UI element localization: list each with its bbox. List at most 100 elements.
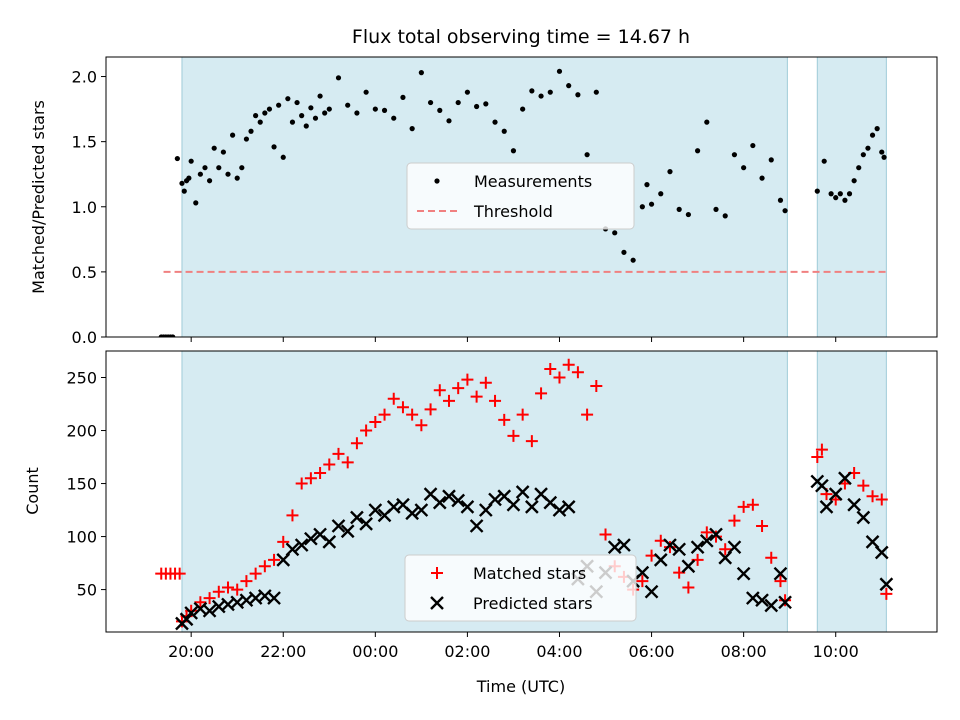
predicted-star-point <box>340 524 355 539</box>
measurement-point <box>879 149 885 155</box>
predicted-star-point <box>879 577 894 592</box>
observing-window-1 <box>816 351 887 632</box>
matched-star-point <box>286 509 299 522</box>
matched-star-point <box>489 394 502 407</box>
measurement-point <box>239 165 245 171</box>
measurement-point <box>391 115 397 121</box>
measurement-point <box>197 171 203 177</box>
matched-star-point <box>332 447 345 460</box>
measurement-point <box>322 110 328 116</box>
measurement-point <box>630 257 636 263</box>
top-ytick-label: 2.0 <box>72 68 97 87</box>
matched-star-point <box>369 416 382 429</box>
predicted-star-point <box>773 566 788 581</box>
measurement-point <box>427 99 434 106</box>
measurement-point <box>759 175 765 181</box>
matched-star-point <box>636 575 649 588</box>
predicted-star-point <box>663 538 677 552</box>
predicted-star-point <box>874 545 889 560</box>
matched-star-point <box>544 363 557 376</box>
matched-star-point <box>774 575 787 588</box>
matched-star-point <box>360 424 373 437</box>
predicted-star-point <box>202 603 217 618</box>
bottom-xtick-label: 06:00 <box>629 642 675 661</box>
measurement-point <box>851 178 857 184</box>
bottom-legend[interactable]: Matched stars Predicted stars <box>404 554 637 622</box>
bottom-xlabel: Time (UTC) <box>476 677 565 696</box>
matched-star-point <box>553 371 566 384</box>
matched-star-point <box>415 419 428 432</box>
predicted-star-point <box>285 542 300 557</box>
predicted-star-point <box>322 535 337 549</box>
predicted-star-point <box>543 495 558 510</box>
measurement-point <box>575 92 581 98</box>
measurement-point <box>731 152 738 158</box>
measurement-point <box>271 144 277 150</box>
measurement-point <box>409 126 415 132</box>
predicted-star-point <box>856 510 871 525</box>
bottom-legend-box <box>404 554 637 622</box>
measurement-point <box>202 165 208 171</box>
matched-star-point <box>222 581 235 594</box>
matched-star-point <box>433 384 446 397</box>
top-legend[interactable]: Measurements Threshold <box>406 162 635 230</box>
measurement-point <box>174 155 180 162</box>
matched-star-point <box>323 458 336 471</box>
matched-star-point <box>507 429 520 442</box>
matched-star-point <box>424 403 437 416</box>
matched-star-point <box>765 551 778 564</box>
predicted-star-point <box>672 542 687 557</box>
measurement-point <box>837 191 843 197</box>
measurement-point <box>326 106 332 112</box>
predicted-star-point <box>359 516 373 531</box>
measurement-point <box>713 206 719 212</box>
measurement-point <box>529 88 535 94</box>
predicted-star-point <box>525 500 539 514</box>
predicted-star-point <box>414 503 429 517</box>
measurement-point <box>750 142 756 149</box>
predicted-star-point <box>405 506 420 521</box>
measurement-point <box>842 197 848 203</box>
top-ytick-label: 1.5 <box>72 133 97 152</box>
measurement-point <box>639 204 645 210</box>
measurement-point <box>833 195 839 201</box>
measurement-point <box>483 101 489 107</box>
bottom-ytick-label: 100 <box>66 528 97 547</box>
matched-star-point <box>387 392 400 405</box>
measurement-point <box>648 201 655 207</box>
measurement-point <box>501 128 507 134</box>
measurement-point <box>474 103 480 110</box>
measurement-point <box>593 89 599 95</box>
predicted-star-point <box>451 493 466 508</box>
measurement-point <box>685 211 691 218</box>
legend-threshold-label: Threshold <box>473 202 553 221</box>
predicted-star-point <box>552 503 567 517</box>
predicted-star-point <box>635 565 650 580</box>
matched-star-point <box>599 528 612 541</box>
bottom-ytick-label: 250 <box>66 369 97 388</box>
measurement-point <box>846 191 853 197</box>
matched-star-point <box>700 526 713 539</box>
matched-star-point <box>249 567 262 580</box>
measurement-point <box>547 89 553 95</box>
measurement-point <box>220 149 226 155</box>
measurement-point <box>285 96 291 102</box>
measurement-point <box>243 136 250 142</box>
measurement-point <box>722 213 728 219</box>
measurement-point <box>446 118 452 124</box>
matched-star-point <box>590 379 603 392</box>
matched-star-point <box>663 541 676 554</box>
predicted-star-point <box>828 487 843 501</box>
matched-star-point <box>240 575 253 588</box>
bottom-plot: 50 100 150 200 250 20:00 22:00 00:00 02:00 04:00 0… <box>23 350 938 696</box>
predicted-star-point <box>267 591 281 605</box>
matched-star-point <box>341 456 354 469</box>
predicted-star-point <box>699 533 714 548</box>
matched-star-point <box>737 500 750 513</box>
predicted-star-point <box>617 538 631 552</box>
bottom-axes-frame <box>105 350 938 633</box>
measurement-point <box>289 119 296 125</box>
top-legend-box <box>406 162 635 230</box>
measurement-point <box>400 94 406 100</box>
measurement-point <box>188 158 194 164</box>
